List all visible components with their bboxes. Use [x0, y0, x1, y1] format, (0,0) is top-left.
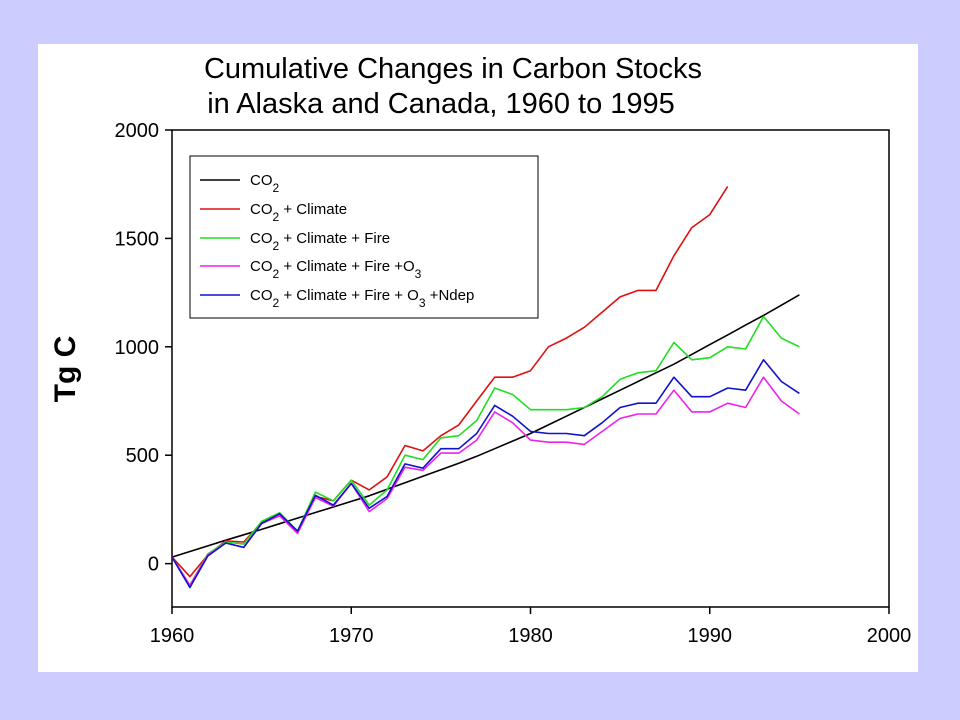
series-line-1: [171, 185, 729, 578]
y-tick-label: 1000: [115, 337, 160, 359]
legend-text-part: CO: [250, 258, 273, 275]
series-lines: [171, 185, 800, 589]
legend-text-part: CO: [250, 172, 273, 189]
legend-text-part: + Climate + Fire: [279, 230, 390, 247]
chart-title-line-1: Cumulative Changes in Carbon Stocks: [204, 53, 702, 85]
y-axis-label: Tg C: [49, 336, 82, 403]
legend-text-part: 3: [415, 267, 422, 281]
axes: 0 500 1000 1500 2000 1960 1970 1980 1990 2000: [115, 120, 912, 647]
chart-title-line-2: in Alaska and Canada, 1960 to 1995: [207, 88, 675, 120]
series-line-3: [171, 376, 800, 587]
legend-text-part: 2: [273, 210, 280, 224]
x-tick-label: 1980: [508, 625, 553, 647]
y-tick-label: 2000: [115, 120, 160, 142]
legend-text-part: 2: [273, 239, 280, 253]
legend-box: [189, 155, 539, 319]
x-tick-label: 1990: [688, 625, 733, 647]
legend-text-part: CO: [250, 201, 273, 218]
legend-entry: CO2 + Climate + Fire: [250, 230, 390, 253]
legend-text-part: 2: [273, 267, 280, 281]
legend-entry: CO2: [250, 172, 280, 195]
y-tick-label: 0: [148, 554, 159, 576]
legend-text-part: 2: [273, 296, 280, 310]
legend-entry: CO2 + Climate: [250, 201, 347, 224]
y-tick-label: 1500: [115, 228, 160, 250]
legend-text-part: 3: [419, 296, 426, 310]
y-tick-label: 500: [126, 445, 159, 467]
x-tick-label: 2000: [867, 625, 912, 647]
series-line-2: [171, 315, 800, 587]
slide-panel: Cumulative Changes in Carbon Stocks in A…: [38, 44, 918, 672]
legend-text-part: 2: [273, 181, 280, 195]
x-tick-label: 1960: [150, 625, 195, 647]
legend-text-part: +Ndep: [426, 287, 475, 304]
legend-text-part: CO: [250, 230, 273, 247]
chart: Cumulative Changes in Carbon Stocks in A…: [49, 53, 912, 647]
legend-text-part: CO: [250, 287, 273, 304]
legend-entry: CO2 + Climate + Fire +O3: [250, 258, 422, 281]
legend-text-part: + Climate: [279, 201, 347, 218]
series-line-0: [171, 294, 800, 558]
x-tick-label: 1970: [329, 625, 374, 647]
legend-text-part: + Climate + Fire +O: [279, 258, 414, 275]
series-line-4: [171, 359, 800, 589]
legend-text-part: + Climate + Fire + O: [279, 287, 419, 304]
legend-entry: CO2 + Climate + Fire + O3 +Ndep: [250, 287, 474, 310]
